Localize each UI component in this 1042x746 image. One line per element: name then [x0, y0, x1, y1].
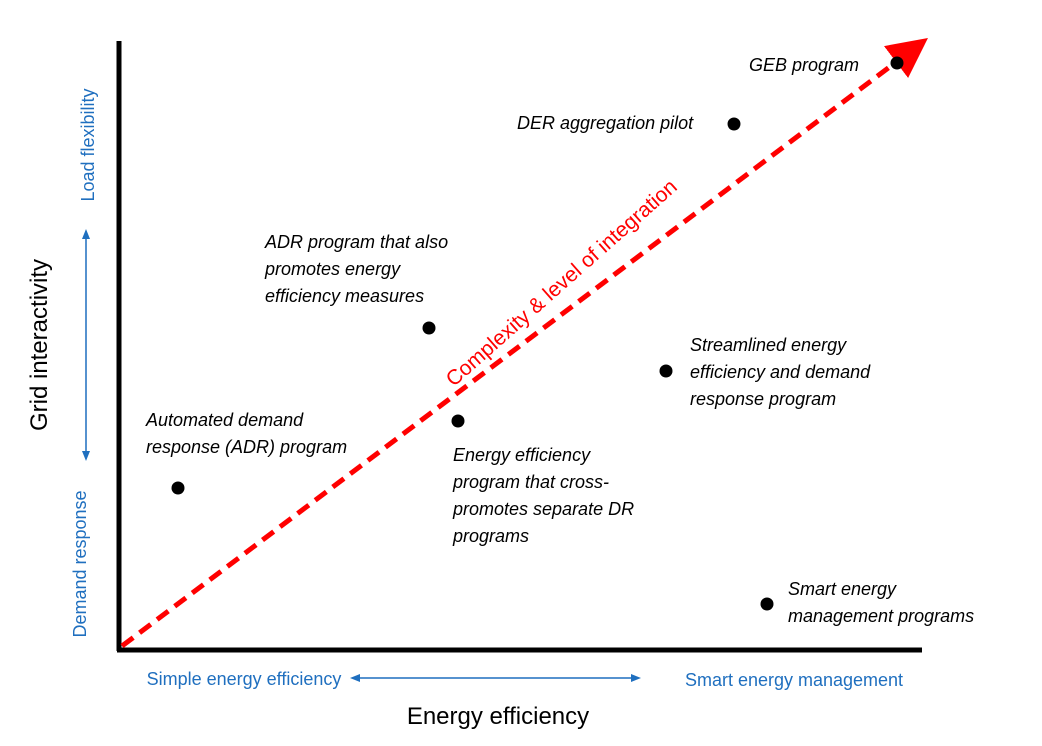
program-label-line: DER aggregation pilot — [517, 113, 694, 133]
x-axis-low-label: Simple energy efficiency — [147, 669, 342, 689]
x-axis-title: Energy efficiency — [407, 703, 589, 730]
x-axis-high-label: Smart energy management — [685, 670, 903, 690]
program-label: GEB program — [749, 55, 859, 75]
program-label-line: Smart energy — [788, 579, 897, 599]
y-axis-low-label: Demand response — [70, 490, 90, 637]
program-label-line: efficiency measures — [265, 286, 424, 306]
program-label-line: Streamlined energy — [690, 335, 847, 355]
complexity-trend-arrow — [120, 37, 928, 648]
program-label-line: Automated demand — [145, 410, 304, 430]
program-point-ee-cross: Energy efficiency program that cross- pr… — [451, 414, 639, 546]
y-axis-title: Grid interactivity — [26, 259, 53, 431]
program-label-line: promotes energy — [264, 259, 401, 279]
program-point-adr: Automated demand response (ADR) program — [145, 410, 347, 495]
program-point-adr-ee: ADR program that also promotes energy ef… — [264, 232, 453, 335]
program-point-smart: Smart energy management programs — [760, 579, 974, 626]
point-marker — [727, 117, 741, 131]
program-label-line: promotes separate DR — [452, 499, 634, 519]
program-label: ADR program that also promotes energy ef… — [264, 232, 453, 306]
point-marker — [422, 321, 436, 335]
program-label: Energy efficiency program that cross- pr… — [452, 445, 639, 546]
program-label-line: Energy efficiency — [453, 445, 591, 465]
program-label: Automated demand response (ADR) program — [145, 410, 347, 457]
program-label: Streamlined energy efficiency and demand… — [690, 335, 875, 409]
trend-label: Complexity & level of integration — [442, 175, 682, 391]
program-label-line: ADR program that also — [264, 232, 448, 252]
program-point-der: DER aggregation pilot — [517, 113, 741, 133]
program-label: DER aggregation pilot — [517, 113, 694, 133]
point-marker — [760, 597, 774, 611]
point-marker — [890, 56, 904, 70]
program-point-geb: GEB program — [749, 55, 904, 75]
program-label-line: response (ADR) program — [146, 437, 347, 457]
y-axis-high-label: Load flexibility — [78, 88, 98, 201]
program-point-streamlined: Streamlined energy efficiency and demand… — [659, 335, 875, 409]
program-label-line: response program — [690, 389, 836, 409]
program-label-line: GEB program — [749, 55, 859, 75]
program-label-line: management programs — [788, 606, 974, 626]
point-marker — [451, 414, 465, 428]
point-marker — [659, 364, 673, 378]
program-label-line: program that cross- — [452, 472, 609, 492]
point-marker — [171, 481, 185, 495]
program-label-line: programs — [452, 526, 529, 546]
program-label-line: efficiency and demand — [690, 362, 871, 382]
program-label: Smart energy management programs — [788, 579, 974, 626]
